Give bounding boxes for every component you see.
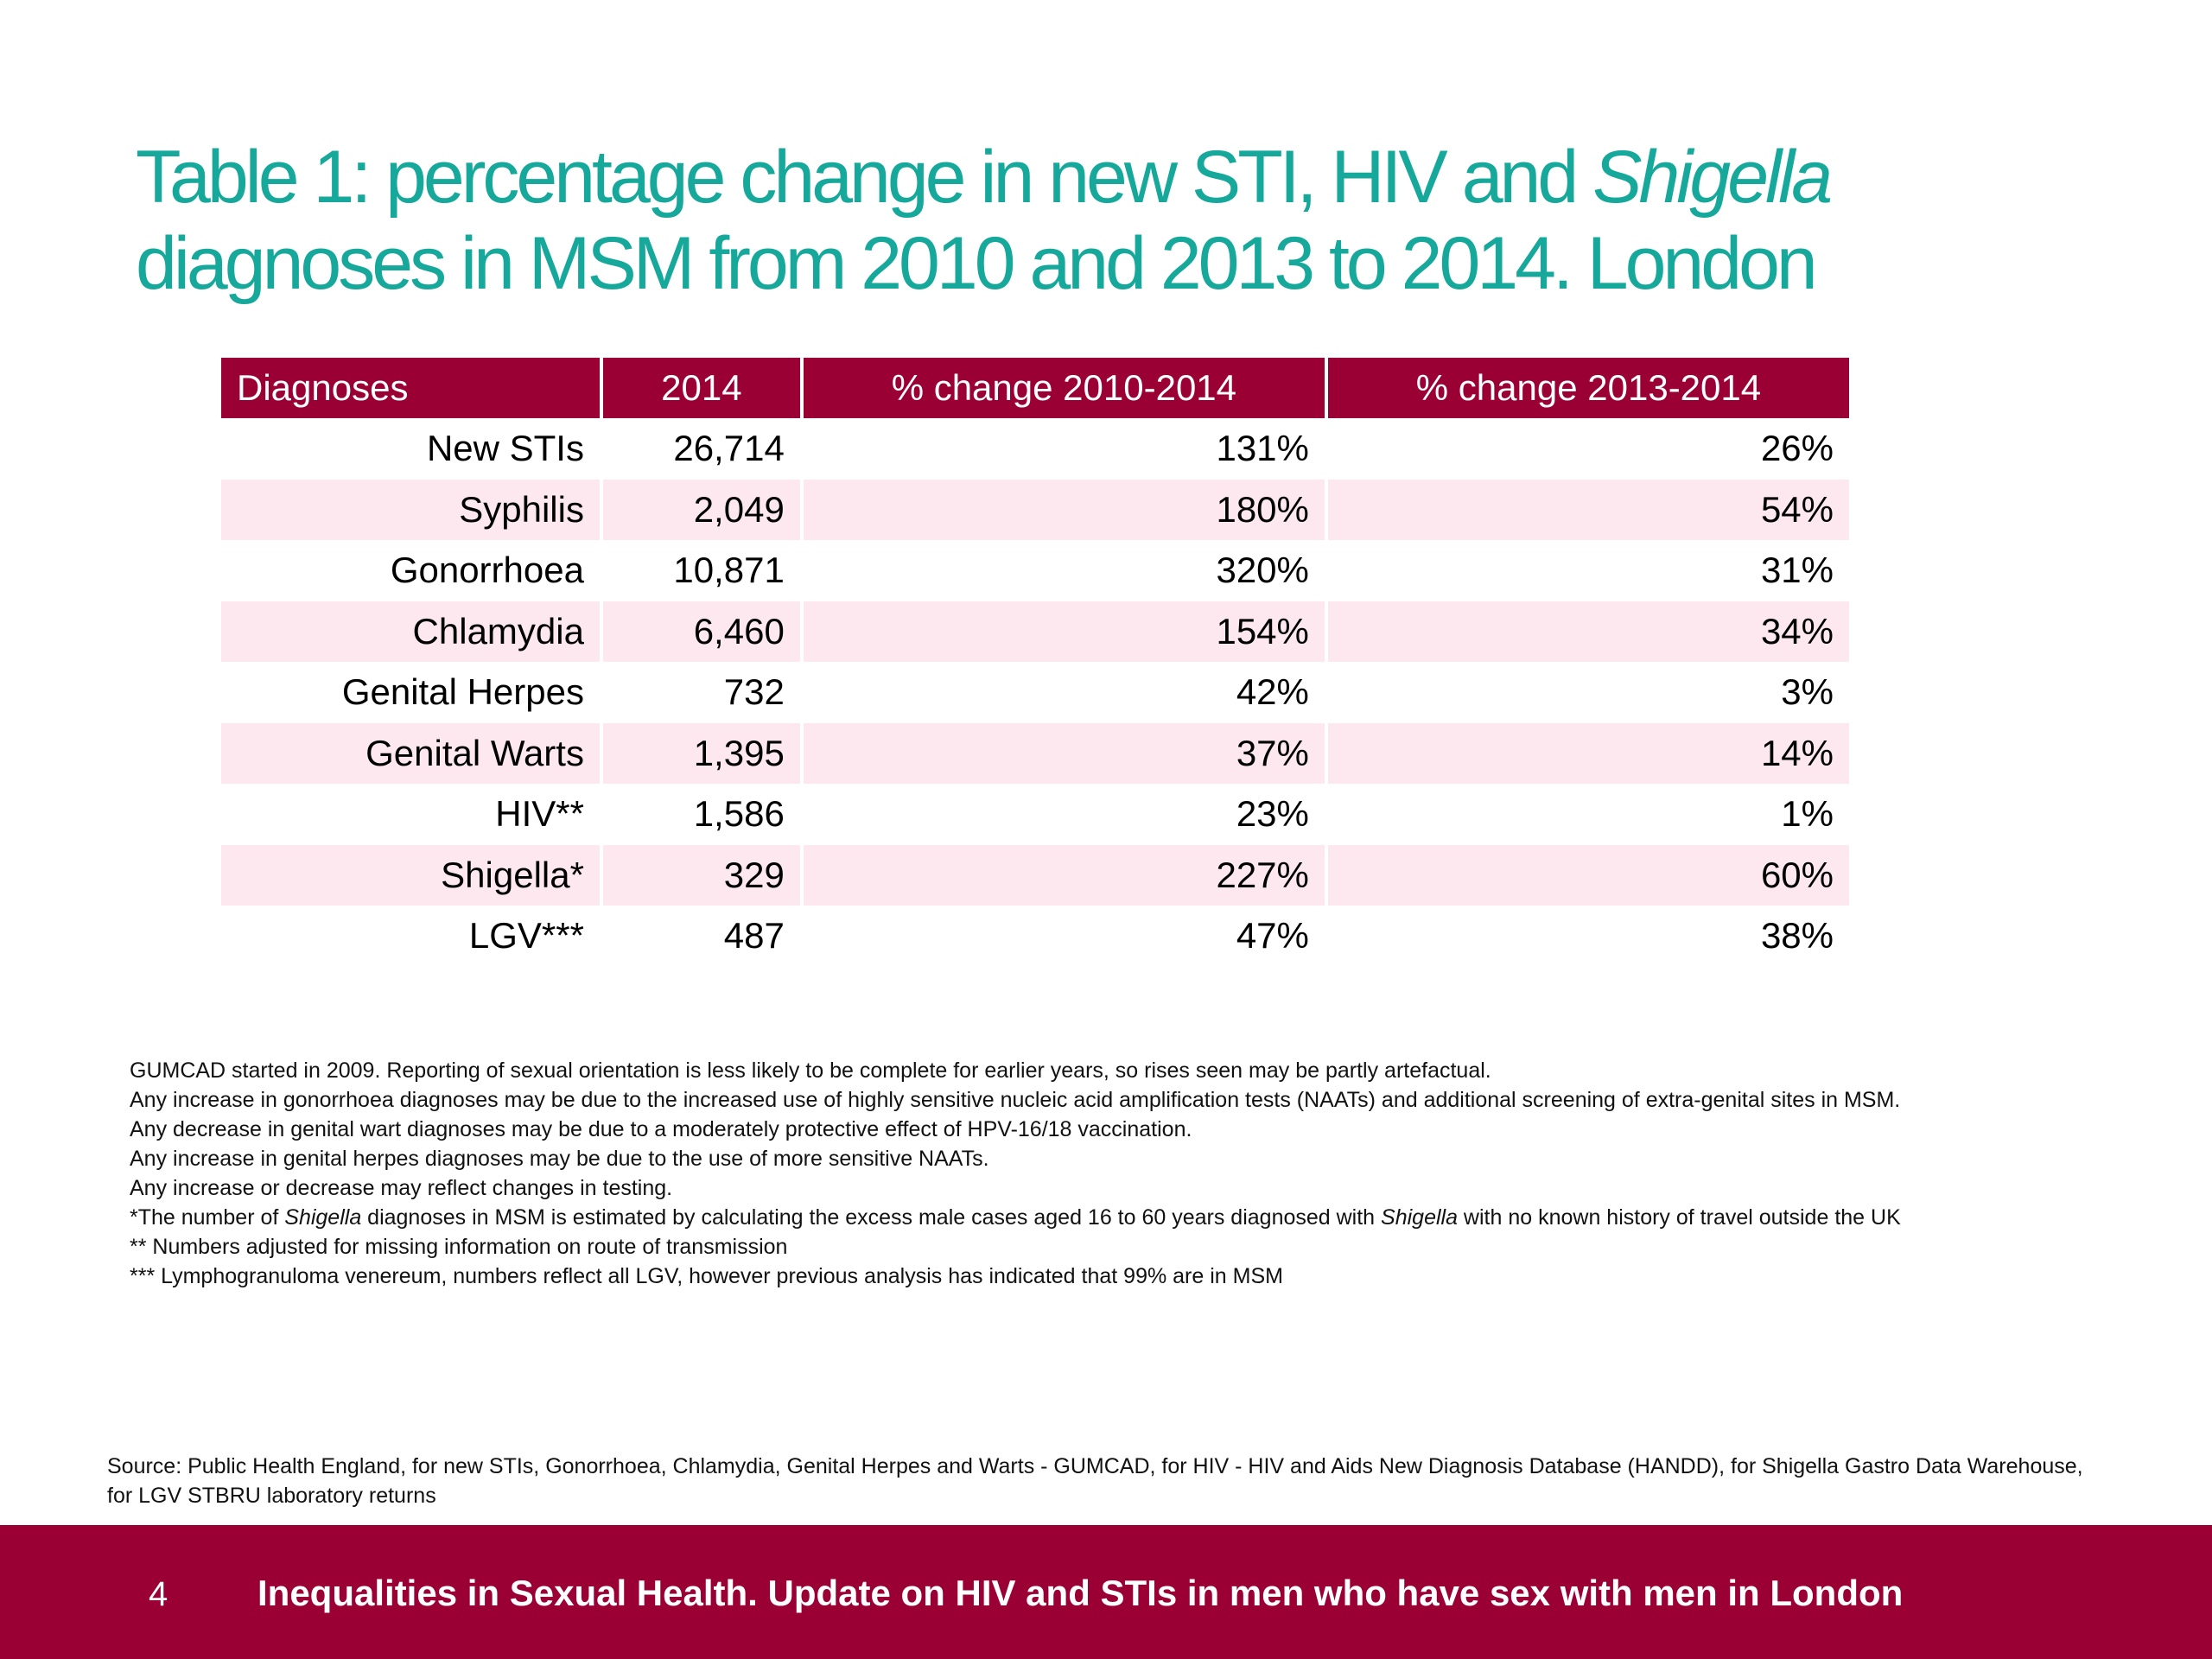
title-text-part1: Table 1: percentage change in new STI, H…	[136, 136, 1593, 219]
slide-title: Table 1: percentage change in new STI, H…	[136, 134, 2106, 307]
cell-2014: 26,714	[673, 428, 785, 469]
header-change-2010-2014: % change 2010-2014	[803, 358, 1325, 418]
footer-title: Inequalities in Sexual Health. Update on…	[257, 1573, 1904, 1613]
cell-diagnosis: HIV**	[495, 793, 584, 835]
cell-diagnosis: Genital Warts	[221, 722, 600, 784]
footnote-genital-herpes: Any increase in genital herpes diagnoses…	[130, 1147, 989, 1171]
footnote-shigella-italic-2: Shigella	[1381, 1205, 1458, 1230]
cell-2014: 732	[723, 671, 785, 713]
header-2014: 2014	[602, 358, 800, 418]
cell-2014: 1,395	[602, 722, 800, 784]
cell-change-2013: 14%	[1327, 722, 1849, 784]
footnote-gonorrhoea: Any increase in gonorrhoea diagnoses may…	[130, 1088, 1901, 1112]
header-diagnoses: Diagnoses	[221, 358, 600, 418]
cell-change-2013: 31%	[1760, 550, 1834, 591]
cell-change-2010: 227%	[803, 844, 1325, 906]
table-header-row: Diagnoses 2014 % change 2010-2014 % chan…	[221, 358, 1849, 418]
footnote-testing: Any increase or decrease may reflect cha…	[130, 1176, 673, 1200]
footnote-shigella-text-a: *The number of	[130, 1205, 285, 1230]
cell-change-2013: 3%	[1781, 671, 1834, 713]
header-change-2013-2014: % change 2013-2014	[1327, 358, 1849, 418]
page-number: 4	[149, 1575, 168, 1613]
footnote-shigella-italic-1: Shigella	[284, 1205, 362, 1230]
slide-footer: 4 Inequalities in Sexual Health. Update …	[0, 1525, 2212, 1659]
table-row: New STIs 26,714 131% 26%	[221, 418, 1849, 480]
cell-diagnosis: New STIs	[426, 428, 584, 469]
cell-change-2013: 26%	[1760, 428, 1834, 469]
table-row: Chlamydia 6,460 154% 34%	[221, 601, 1849, 662]
table-row: Genital Herpes 732 42% 3%	[221, 662, 1849, 723]
cell-change-2010: 154%	[803, 601, 1325, 662]
table-row: HIV** 1,586 23% 1%	[221, 784, 1849, 845]
table-row: Genital Warts 1,395 37% 14%	[221, 722, 1849, 784]
cell-change-2013: 60%	[1327, 844, 1849, 906]
cell-diagnosis: Chlamydia	[221, 601, 600, 662]
cell-2014: 329	[602, 844, 800, 906]
cell-diagnosis: Genital Herpes	[341, 671, 584, 713]
footnote-shigella-text-e: with no known history of travel outside …	[1457, 1205, 1901, 1230]
cell-diagnosis: Shigella*	[221, 844, 600, 906]
cell-change-2010: 47%	[1236, 915, 1309, 957]
footnote-shigella: *The number of Shigella diagnoses in MSM…	[130, 1203, 2082, 1232]
footnote-gumcad: GUMCAD started in 2009. Reporting of sex…	[130, 1058, 1491, 1083]
cell-2014: 2,049	[602, 479, 800, 540]
footnote-lgv: *** Lymphogranuloma venereum, numbers re…	[130, 1264, 1283, 1288]
table-row: Gonorrhoea 10,871 320% 31%	[221, 540, 1849, 601]
cell-change-2013: 1%	[1781, 793, 1834, 835]
cell-diagnosis: LGV***	[468, 915, 584, 957]
table-row: Syphilis 2,049 180% 54%	[221, 479, 1849, 540]
cell-diagnosis: Gonorrhoea	[390, 550, 584, 591]
cell-2014: 487	[723, 915, 785, 957]
cell-change-2013: 54%	[1327, 479, 1849, 540]
table-row: LGV*** 487 47% 38%	[221, 906, 1849, 967]
table-body: New STIs 26,714 131% 26% Syphilis 2,049 …	[221, 418, 1849, 967]
cell-change-2010: 37%	[803, 722, 1325, 784]
title-italic-shigella: Shigella	[1592, 136, 1833, 219]
table-row: Shigella* 329 227% 60%	[221, 844, 1849, 906]
cell-change-2013: 34%	[1327, 601, 1849, 662]
cell-2014: 6,460	[602, 601, 800, 662]
diagnoses-table: Diagnoses 2014 % change 2010-2014 % chan…	[218, 358, 1853, 967]
cell-change-2013: 38%	[1760, 915, 1834, 957]
cell-change-2010: 42%	[1236, 671, 1309, 713]
cell-2014: 1,586	[693, 793, 785, 835]
cell-change-2010: 131%	[1216, 428, 1309, 469]
cell-change-2010: 320%	[1216, 550, 1309, 591]
table-header: Diagnoses 2014 % change 2010-2014 % chan…	[221, 358, 1849, 418]
title-text-part2: diagnoses in MSM from 2010 and 2013 to 2…	[136, 222, 1818, 305]
cell-2014: 10,871	[673, 550, 785, 591]
footnote-hiv: ** Numbers adjusted for missing informat…	[130, 1235, 788, 1259]
footnote-genital-warts: Any decrease in genital wart diagnoses m…	[130, 1117, 1192, 1141]
cell-change-2010: 23%	[1236, 793, 1309, 835]
source-note: Source: Public Health England, for new S…	[107, 1454, 2083, 1508]
cell-change-2010: 180%	[803, 479, 1325, 540]
cell-diagnosis: Syphilis	[221, 479, 600, 540]
footnote-shigella-text-c: diagnoses in MSM is estimated by calcula…	[361, 1205, 1382, 1230]
table-footnotes: GUMCAD started in 2009. Reporting of sex…	[130, 1056, 2082, 1291]
